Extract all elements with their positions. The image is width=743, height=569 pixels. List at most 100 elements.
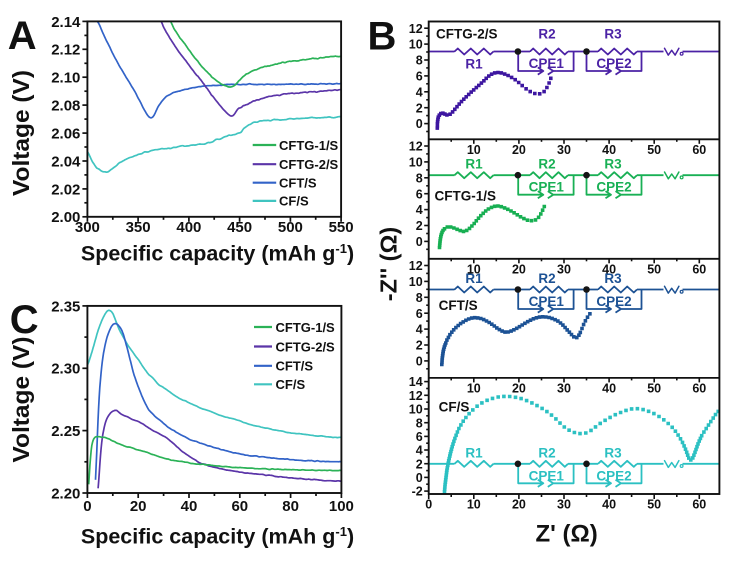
svg-text:4: 4: [416, 203, 423, 217]
svg-text:CPE2: CPE2: [596, 56, 631, 71]
svg-text:2.04: 2.04: [51, 153, 81, 170]
svg-text:0: 0: [416, 355, 423, 369]
svg-text:Z' (Ω): Z' (Ω): [535, 521, 597, 548]
svg-text:2.00: 2.00: [51, 209, 80, 226]
svg-text:CFT/S: CFT/S: [439, 298, 478, 313]
svg-text:CFTG-1/S: CFTG-1/S: [276, 320, 336, 335]
svg-text:CFTG-2/S: CFTG-2/S: [276, 339, 336, 354]
svg-text:0: 0: [83, 498, 91, 515]
svg-text:CFT/S: CFT/S: [276, 359, 314, 374]
svg-text:60: 60: [692, 143, 706, 157]
svg-text:60: 60: [231, 498, 248, 515]
svg-text:4: 4: [416, 444, 423, 458]
svg-text:6: 6: [416, 430, 423, 444]
svg-text:CPE2: CPE2: [596, 180, 631, 195]
svg-text:10: 10: [409, 38, 423, 52]
svg-text:50: 50: [647, 381, 661, 395]
svg-text:12: 12: [409, 259, 423, 273]
svg-text:R1: R1: [465, 157, 483, 172]
svg-text:6: 6: [416, 187, 423, 201]
svg-text:Specific capacity (mAh g-1): Specific capacity (mAh g-1): [81, 241, 354, 266]
svg-text:2.35: 2.35: [51, 298, 80, 315]
svg-text:CPE2: CPE2: [596, 294, 631, 309]
svg-text:80: 80: [282, 498, 299, 515]
svg-text:50: 50: [647, 143, 661, 157]
svg-text:30: 30: [557, 143, 571, 157]
svg-text:40: 40: [181, 498, 198, 515]
svg-text:12: 12: [409, 22, 423, 36]
svg-text:60: 60: [692, 381, 706, 395]
svg-text:550: 550: [329, 219, 354, 236]
svg-text:2.02: 2.02: [51, 181, 80, 198]
svg-text:4: 4: [416, 85, 423, 99]
svg-text:R3: R3: [604, 271, 622, 286]
svg-text:2.12: 2.12: [51, 42, 80, 59]
svg-text:CFTG-1/S: CFTG-1/S: [279, 138, 339, 153]
svg-text:6: 6: [416, 70, 423, 84]
svg-text:20: 20: [512, 143, 526, 157]
svg-text:Specific capacity (mAh g-1): Specific capacity (mAh g-1): [81, 524, 354, 549]
svg-text:2: 2: [416, 457, 423, 471]
svg-text:CFT/S: CFT/S: [279, 176, 317, 191]
svg-text:60: 60: [692, 262, 706, 276]
svg-text:20: 20: [512, 262, 526, 276]
svg-text:8: 8: [416, 416, 423, 430]
svg-text:10: 10: [467, 143, 481, 157]
svg-text:B: B: [368, 15, 397, 59]
svg-text:CPE1: CPE1: [529, 56, 565, 71]
svg-text:12: 12: [409, 389, 423, 403]
svg-text:300: 300: [75, 219, 100, 236]
svg-text:R2: R2: [538, 157, 555, 172]
svg-text:CF/S: CF/S: [276, 377, 306, 392]
svg-text:A: A: [8, 14, 37, 58]
svg-text:30: 30: [557, 262, 571, 276]
svg-text:350: 350: [126, 219, 151, 236]
svg-text:R2: R2: [538, 27, 555, 42]
svg-text:40: 40: [602, 497, 616, 511]
svg-text:10: 10: [409, 403, 423, 417]
svg-text:CFTG-1/S: CFTG-1/S: [435, 189, 497, 204]
svg-text:R1: R1: [465, 57, 483, 72]
svg-text:0: 0: [425, 497, 432, 511]
svg-text:500: 500: [278, 219, 303, 236]
svg-text:2.20: 2.20: [51, 485, 80, 502]
svg-text:0: 0: [416, 471, 423, 485]
svg-text:400: 400: [176, 219, 201, 236]
svg-text:60: 60: [692, 497, 706, 511]
svg-text:2.25: 2.25: [51, 423, 80, 440]
svg-text:10: 10: [409, 156, 423, 170]
svg-text:R1: R1: [465, 445, 483, 460]
svg-text:50: 50: [647, 262, 661, 276]
svg-text:CPE1: CPE1: [529, 468, 565, 483]
svg-text:CFTG-2/S: CFTG-2/S: [279, 157, 339, 172]
svg-text:40: 40: [602, 381, 616, 395]
svg-text:20: 20: [130, 498, 147, 515]
svg-text:-2: -2: [412, 485, 423, 499]
svg-text:450: 450: [227, 219, 252, 236]
svg-text:50: 50: [647, 497, 661, 511]
svg-text:R3: R3: [604, 445, 622, 460]
svg-text:10: 10: [409, 275, 423, 289]
svg-text:0: 0: [416, 235, 423, 249]
svg-text:12: 12: [409, 140, 423, 154]
svg-text:R1: R1: [465, 271, 483, 286]
svg-text:2.06: 2.06: [51, 126, 80, 143]
svg-text:CF/S: CF/S: [439, 400, 470, 415]
svg-text:2: 2: [416, 101, 423, 115]
svg-text:40: 40: [602, 143, 616, 157]
svg-text:100: 100: [329, 498, 354, 515]
svg-text:CF/S: CF/S: [279, 194, 309, 209]
svg-text:CFTG-2/S: CFTG-2/S: [436, 27, 498, 42]
svg-text:6: 6: [416, 307, 423, 321]
svg-text:10: 10: [467, 262, 481, 276]
svg-text:14: 14: [409, 375, 423, 389]
svg-text:10: 10: [467, 497, 481, 511]
svg-text:8: 8: [416, 54, 423, 68]
svg-text:CPE1: CPE1: [529, 294, 565, 309]
svg-text:20: 20: [512, 497, 526, 511]
svg-text:R3: R3: [604, 27, 622, 42]
svg-text:R2: R2: [538, 445, 555, 460]
svg-text:2.14: 2.14: [51, 14, 81, 31]
svg-text:30: 30: [557, 497, 571, 511]
svg-text:2.30: 2.30: [51, 361, 80, 378]
